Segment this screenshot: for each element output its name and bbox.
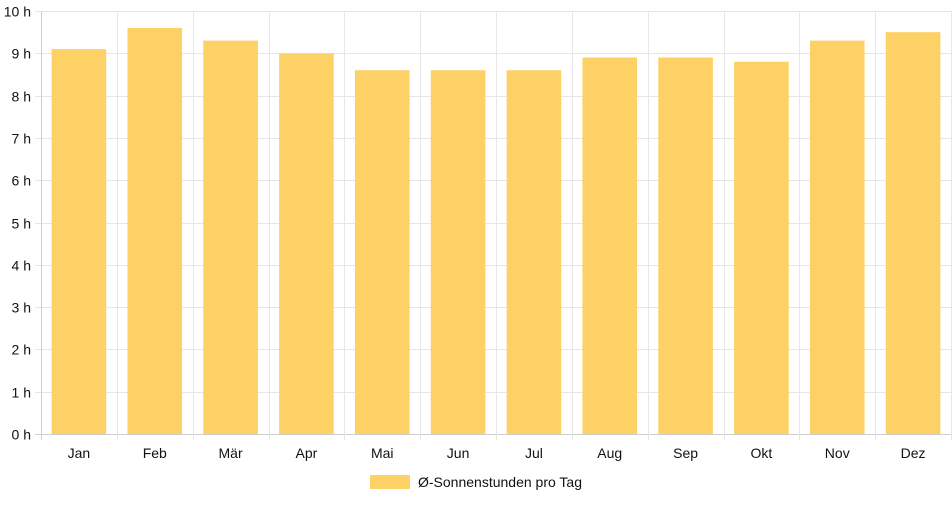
bar-mär[interactable] (203, 40, 258, 435)
y-tick-label: 1 h (12, 385, 31, 401)
x-tick-label: Apr (296, 445, 318, 461)
bar-dez[interactable] (885, 32, 941, 435)
y-tick-label: 5 h (12, 216, 31, 232)
x-tick-label: Mai (371, 445, 394, 461)
bar-jan[interactable] (51, 49, 107, 434)
y-tick-label: 8 h (12, 89, 31, 105)
x-tick-label: Okt (751, 445, 773, 461)
bar-nov[interactable] (809, 40, 865, 435)
bar-feb[interactable] (127, 27, 183, 434)
y-tick-label: 4 h (12, 258, 31, 274)
bar-sep[interactable] (658, 57, 713, 434)
bar-jun[interactable] (430, 70, 486, 434)
bar-aug[interactable] (582, 57, 638, 434)
x-tick-label: Feb (143, 445, 167, 461)
grid-layer (35, 11, 952, 440)
x-tick-label: Dez (901, 445, 926, 461)
x-tick-label: Sep (673, 445, 698, 461)
bar-okt[interactable] (734, 61, 789, 434)
x-tick-label: Nov (825, 445, 850, 461)
legend-swatch[interactable] (370, 475, 411, 489)
legend-label[interactable]: Ø-Sonnenstunden pro Tag (418, 474, 582, 490)
y-tick-label: 7 h (12, 131, 31, 147)
y-tick-label: 10 h (4, 4, 31, 20)
y-tick-label: 2 h (12, 342, 31, 358)
bars-layer (51, 27, 941, 435)
legend[interactable]: Ø-Sonnenstunden pro Tag (370, 474, 582, 490)
x-tick-label: Jul (525, 445, 543, 461)
bar-mai[interactable] (354, 70, 410, 434)
bar-apr[interactable] (279, 53, 334, 435)
y-tick-label: 9 h (12, 46, 31, 62)
x-tick-label: Jun (447, 445, 470, 461)
y-tick-label: 6 h (12, 173, 31, 189)
x-tick-label: Aug (597, 445, 622, 461)
bar-jul[interactable] (506, 70, 562, 434)
axis-layer: 0 h 1 h 2 h 3 h 4 h 5 h 6 h 7 h 8 h 9 h 10 h Jan Feb… (4, 4, 926, 462)
y-tick-label: 0 h (12, 427, 31, 443)
x-tick-label: Jan (68, 445, 91, 461)
x-tick-label: Mär (219, 445, 243, 461)
y-tick-label: 3 h (12, 300, 31, 316)
